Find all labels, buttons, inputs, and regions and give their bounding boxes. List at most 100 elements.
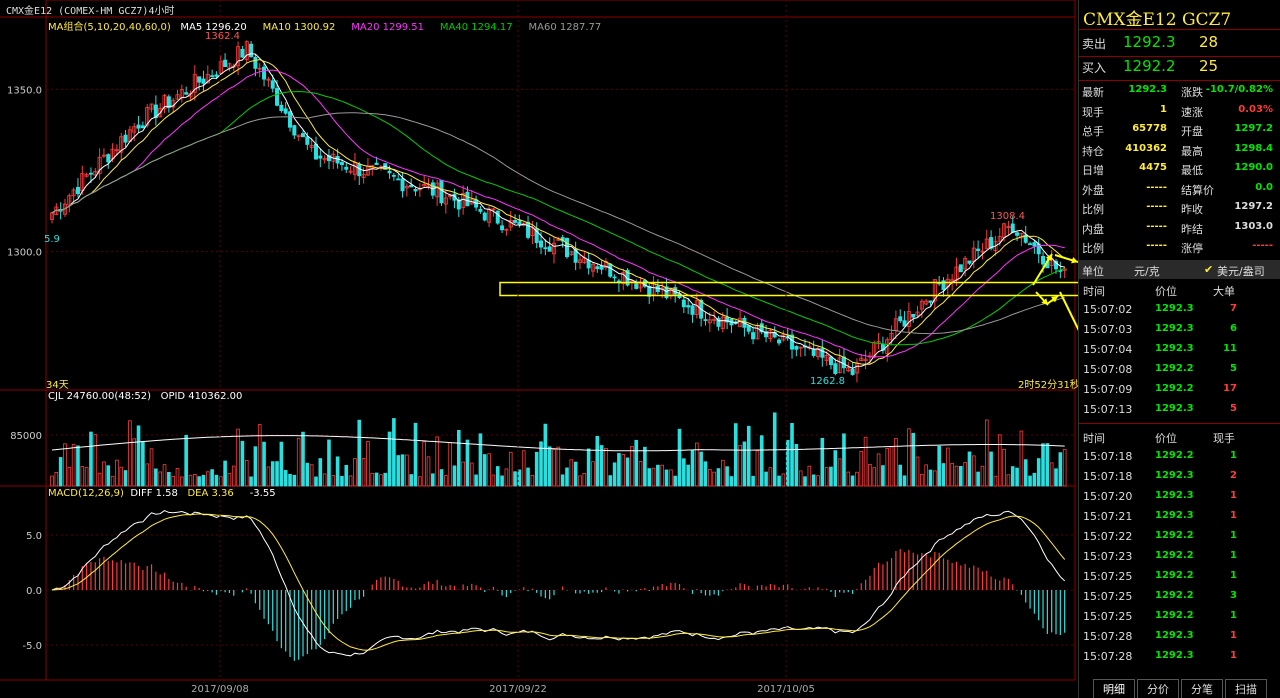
ma-line-ma20 [51,69,1065,358]
volume-bar [725,466,729,487]
stat-label: 昨结 [1181,222,1203,236]
candle-body [400,178,405,192]
stat-label: 外盘 [1082,183,1104,197]
high-annotation: 1362.4 [205,31,240,42]
low-annotation: 1262.8 [810,376,845,387]
table-row[interactable]: 15:07:23 1292.2 1 [1079,548,1280,567]
volume-bar [993,475,998,487]
volume-bar [980,465,985,487]
candle-body [218,60,223,74]
candle-body [296,134,301,137]
volume-bar [292,474,297,487]
volume-bar [768,467,773,487]
volume-bar [634,439,639,487]
candle-body [984,238,989,249]
volume-bar [119,466,124,487]
volume-bar [777,475,781,487]
volume-bar [820,437,825,487]
candle-body [361,173,366,178]
candle-body [214,74,219,77]
table-row[interactable]: 15:07:21 1292.3 1 [1079,508,1280,527]
column-header: 时间 [1083,285,1105,298]
table-row[interactable]: 15:07:09 1292.2 17 [1079,381,1280,400]
table-row[interactable]: 15:07:25 1292.2 1 [1079,568,1280,587]
volume-bar [392,418,396,487]
volume-bar [50,475,54,487]
volume-bar [132,438,137,487]
row-time: 15:07:23 [1083,550,1133,563]
row-qty: 17 [1223,383,1237,394]
candle-body [746,325,751,332]
volume-bar [413,422,418,487]
tab-3[interactable]: 扫描 [1225,679,1267,698]
table-row[interactable]: 15:07:13 1292.3 5 [1079,401,1280,420]
volume-bar [997,434,1002,487]
table-row[interactable]: 15:07:20 1292.3 1 [1079,488,1280,507]
candle-body [344,166,349,170]
volume-bar [158,471,162,487]
candle-body [564,237,569,258]
candle-body [97,156,102,175]
candle-body [456,199,461,210]
candle-body [590,263,595,272]
volume-bar [764,471,768,487]
y-tick-label: -5.0 [22,641,42,652]
table-row[interactable]: 15:07:02 1292.3 7 [1079,301,1280,320]
table-row[interactable]: 15:07:28 1292.3 1 [1079,648,1280,667]
buy-label: 买入 [1082,61,1107,75]
table-row[interactable]: 15:07:18 1292.2 1 [1079,448,1280,467]
volume-bar [115,459,119,487]
tab-0[interactable]: 明细 [1093,679,1135,698]
candle-body [539,240,544,248]
table-row[interactable]: 15:07:25 1292.2 1 [1079,608,1280,627]
candle-body [681,299,686,308]
unit-bar[interactable]: 单位 元/克 ✔ 美元/盎司 [1079,260,1280,279]
chart-area[interactable]: 1350.0 1300.0 85000 5.0 0.0 -5.0 2017/09/08 201… [0,0,1080,698]
ma60-label: MA60 1287.77 [528,22,602,33]
tab-1[interactable]: 分价 [1137,679,1179,698]
volume-bar [924,464,928,487]
volume-bar [738,444,742,487]
unit-value[interactable]: 元/克 [1134,265,1160,278]
volume-bar [733,423,738,487]
buy-row: 买入 1292.2 25 [1079,57,1280,79]
table-row[interactable]: 15:07:28 1292.3 1 [1079,628,1280,647]
candle-body [192,74,197,93]
candle-body [599,265,604,270]
ma-legend: MA组合(5,10,20,40,60,0) MA5 1296.20 MA10 1… [48,18,601,33]
candle-body [249,43,254,58]
table-row[interactable]: 15:07:03 1292.3 6 [1079,321,1280,340]
candle-body [201,78,206,84]
volume-bar [197,476,201,487]
ma-line-ma10 [51,59,1066,365]
candle-body [318,155,323,159]
volume-bar [270,461,275,487]
table-row[interactable]: 15:07:04 1292.3 11 [1079,341,1280,360]
table-row[interactable]: 15:07:08 1292.2 5 [1079,361,1280,380]
candle-body [309,145,314,148]
table-row[interactable]: 15:07:18 1292.3 2 [1079,468,1280,487]
candle-body [790,334,795,350]
volume-bar [755,450,760,487]
row-price: 1292.3 [1155,510,1194,521]
volume-bar [703,461,708,487]
row-time: 15:07:21 [1083,510,1133,523]
row-price: 1292.3 [1155,490,1194,501]
volume-bar [573,461,578,487]
row-qty: 1 [1230,450,1237,461]
candle-body [1041,256,1046,265]
candle-body [716,318,721,327]
row-qty: 1 [1230,650,1237,661]
volume-bar [167,472,171,487]
volume-bar [794,443,799,487]
stat-value: 1290.0 [1234,162,1273,173]
stat-row: 比例 ----- 涨停 ----- [1079,238,1280,257]
tab-2[interactable]: 分笔 [1181,679,1223,698]
candle-body [387,170,392,174]
table-row[interactable]: 15:07:22 1292.2 1 [1079,528,1280,547]
table-row[interactable]: 15:07:25 1292.2 3 [1079,588,1280,607]
unit-alt[interactable]: 美元/盎司 [1217,265,1265,278]
volume-bar [798,470,803,487]
chart-canvas[interactable]: 1350.0 1300.0 85000 5.0 0.0 -5.0 2017/09/08 201… [0,0,1078,698]
candle-body [1032,242,1037,247]
